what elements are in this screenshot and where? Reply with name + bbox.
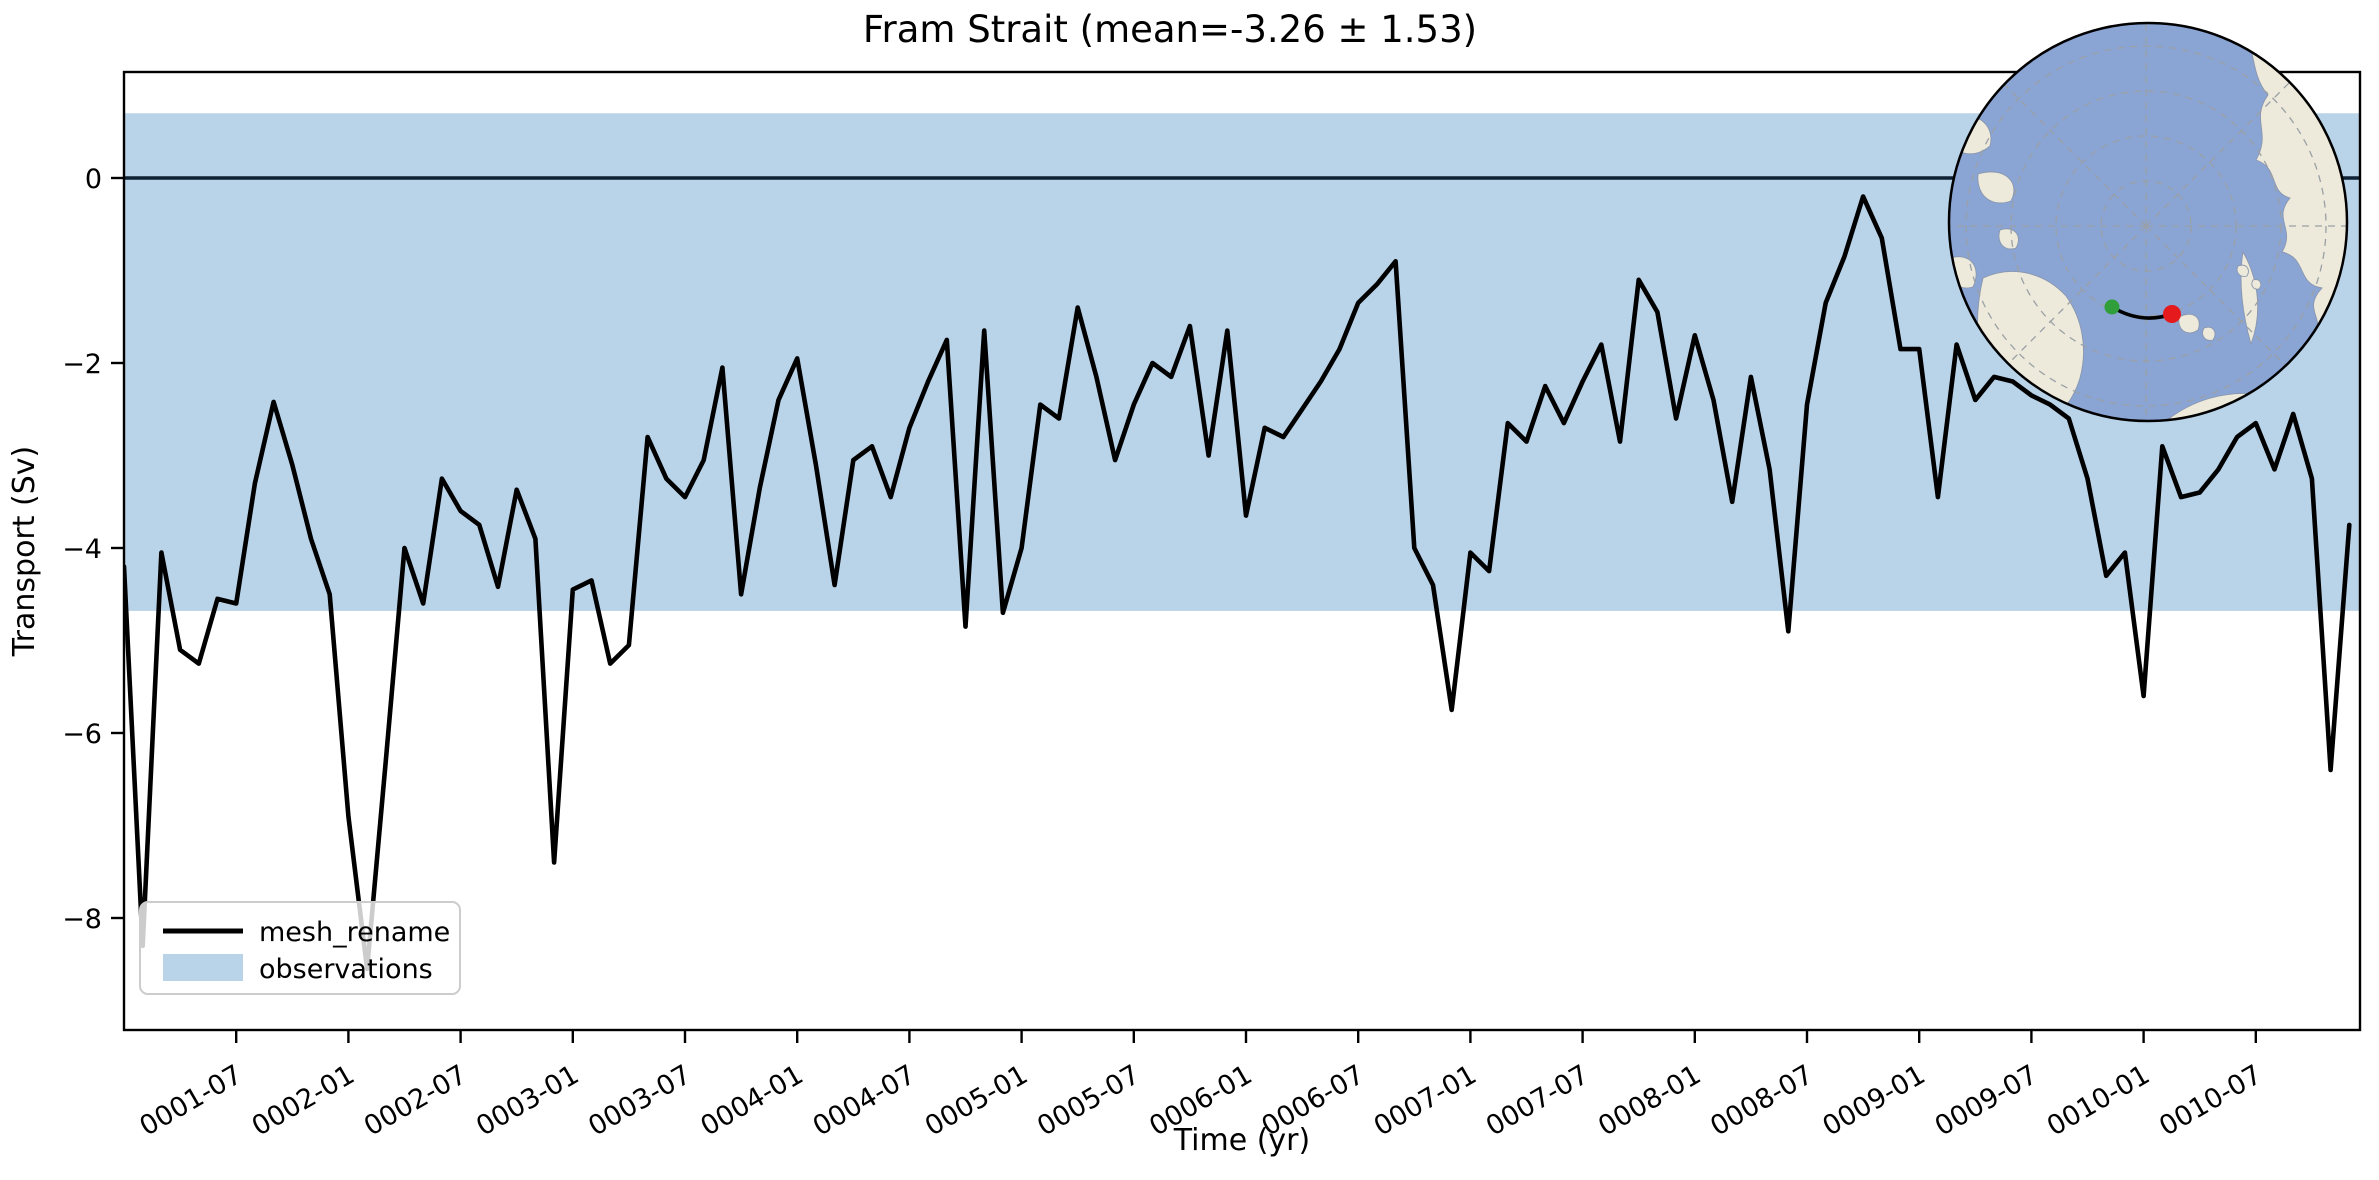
x-tick-label: 0004-07 <box>808 1059 921 1142</box>
legend-band-sample <box>163 954 243 981</box>
inset-graticule-circle <box>2055 135 2237 317</box>
legend-label-series: mesh_rename <box>259 917 450 948</box>
x-tick-label: 0003-01 <box>471 1059 584 1142</box>
x-tick-label: 0008-07 <box>1705 1059 1818 1142</box>
inset-graticule-meridian <box>2000 80 2147 227</box>
x-axis-label: Time (yr) <box>1173 1123 1310 1158</box>
chart-title: Fram Strait (mean=-3.26 ± 1.53) <box>863 8 1477 51</box>
y-tick-label: −8 <box>62 904 102 935</box>
model-series-line <box>124 194 2352 972</box>
x-tick-label: 0002-07 <box>359 1059 472 1142</box>
inset-land <box>2251 279 2262 290</box>
inset-land <box>2178 313 2200 334</box>
x-tick-label: 0009-07 <box>1930 1059 2043 1142</box>
x-tick-label: 0005-01 <box>920 1059 1033 1142</box>
legend: mesh_rename observations <box>139 901 461 995</box>
inset-globe-border <box>1947 21 2349 423</box>
x-tick-label: 0008-01 <box>1593 1059 1706 1142</box>
inset-graticule-meridian <box>2145 80 2292 227</box>
inset-land <box>1977 171 2015 204</box>
inset-start-marker <box>2104 299 2120 315</box>
y-axis-label: Transport (Sv) <box>7 446 42 658</box>
inset-graticule-meridian <box>2145 225 2292 372</box>
x-tick-label: 0010-07 <box>2154 1059 2267 1142</box>
y-tick-label: 0 <box>85 164 102 195</box>
x-tick-label: 0001-07 <box>135 1059 248 1142</box>
inset-graticule-meridian <box>2000 225 2147 372</box>
series-path-mesh_rename <box>124 194 2352 972</box>
axes-frame <box>122 70 2362 1032</box>
x-tick-label: 0009-01 <box>1818 1059 1931 1142</box>
y-tick-label: −4 <box>62 534 102 565</box>
y-tick-label: −6 <box>62 719 102 750</box>
x-tick-label: 0004-01 <box>696 1059 809 1142</box>
x-tick-label: 0007-01 <box>1369 1059 1482 1142</box>
x-tick-label: 0005-07 <box>1032 1059 1145 1142</box>
inset-land <box>2034 23 2094 33</box>
inset-end-marker <box>2163 305 2181 323</box>
x-tick-label: 0002-01 <box>247 1059 360 1142</box>
inset-graticule-circle <box>1965 45 2327 407</box>
inset-land <box>2202 326 2216 341</box>
x-tick-label: 0010-01 <box>2042 1059 2155 1142</box>
legend-label-observations: observations <box>259 954 433 985</box>
x-tick-label: 0003-07 <box>583 1059 696 1142</box>
x-tick-label: 0007-07 <box>1481 1059 1594 1142</box>
y-tick-label: −2 <box>62 349 102 380</box>
inset-land <box>2236 264 2249 277</box>
